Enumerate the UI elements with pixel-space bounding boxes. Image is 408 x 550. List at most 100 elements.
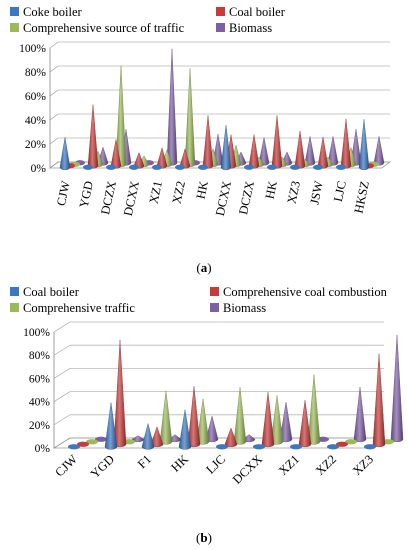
category-label: LJC	[203, 452, 228, 477]
y-tick-label: 80%	[29, 350, 51, 362]
legend-label: Coal boiler	[229, 5, 286, 19]
cone-purple	[390, 334, 404, 443]
category-label: DCZX	[236, 180, 257, 216]
cone-base-blue	[327, 444, 339, 450]
cone-base-blue	[364, 444, 376, 450]
cone-blue	[104, 402, 118, 450]
chart-caption: (a)	[196, 260, 211, 275]
cone-purple	[373, 136, 385, 166]
y-tick-label: 20%	[29, 420, 51, 432]
cone-base-red	[336, 441, 348, 447]
legend-swatch	[210, 303, 219, 312]
cone-green	[233, 387, 247, 445]
cone-base-blue	[216, 444, 228, 450]
category-label: CJW	[52, 452, 80, 480]
cone-base-blue	[244, 164, 254, 170]
cone-base-purple	[95, 436, 107, 442]
gridline-left	[49, 137, 59, 145]
cone-blue	[358, 119, 370, 171]
legend-label: Comprehensive coal combustion	[223, 285, 388, 299]
category-label: JSW	[307, 180, 326, 206]
cone-base-blue	[290, 164, 300, 170]
gridline-left	[49, 89, 59, 97]
cone-base-red	[77, 441, 89, 447]
category-label: DCZX	[98, 180, 119, 216]
cone-blue	[220, 125, 232, 171]
legend-swatch	[216, 23, 225, 32]
cone-green	[307, 374, 321, 445]
category-label: XZ1	[276, 452, 302, 478]
category-label: XZ2	[169, 180, 187, 205]
chart-caption: (b)	[196, 530, 212, 545]
category-label: DCXX	[213, 180, 234, 218]
gridline-left	[53, 414, 71, 426]
cone-base-blue	[175, 164, 185, 170]
cone-red	[248, 134, 260, 169]
category-label: XZ2	[313, 452, 339, 478]
category-label: DCXX	[121, 180, 142, 218]
gridline-left	[49, 41, 59, 49]
category-label: HKSZ	[351, 180, 371, 215]
y-tick-label: 40%	[25, 115, 47, 127]
cone-red	[298, 400, 312, 448]
category-label: DCXX	[230, 452, 265, 487]
y-tick-label: 60%	[25, 91, 47, 103]
cone-green	[159, 390, 173, 445]
cone-red	[261, 392, 275, 448]
legend-swatch	[210, 287, 219, 296]
gridline-left	[53, 344, 71, 356]
category-label: HK	[193, 180, 210, 201]
gridline-left	[53, 368, 71, 379]
cone-base-blue	[68, 444, 80, 450]
cone-red	[294, 130, 306, 169]
chart-a: Coke boiler Coal boiler Comprehensive sour…	[10, 5, 392, 275]
y-tick-label: 20%	[25, 139, 47, 151]
gridline-left	[53, 321, 71, 333]
y-tick-label: 0%	[35, 443, 51, 455]
cone-red	[113, 339, 127, 448]
cone-base-blue	[336, 164, 346, 170]
category-label: LJC	[331, 180, 349, 203]
cone-red	[271, 115, 283, 169]
cone-base-blue	[83, 164, 93, 170]
cone-blue	[178, 409, 192, 450]
legend-label: Biomass	[229, 21, 272, 35]
cone-base-blue	[313, 164, 323, 170]
y-tick-label: 80%	[25, 67, 47, 79]
cone-red	[372, 353, 386, 448]
cone-base-blue	[106, 164, 116, 170]
cone-base-blue	[152, 164, 162, 170]
cone-base-blue	[290, 444, 302, 450]
legend-swatch	[10, 23, 19, 32]
legend-swatch	[216, 7, 225, 16]
category-label: F1	[135, 452, 154, 471]
cone-red	[317, 136, 329, 169]
category-label: YGD	[88, 452, 117, 481]
y-tick-label: 100%	[23, 327, 50, 339]
legend-swatch	[10, 287, 19, 296]
cone-green	[184, 68, 196, 168]
y-tick-label: 40%	[29, 397, 51, 409]
legend-label: Comprehensive source of traffic	[23, 21, 185, 35]
category-label: CJW	[54, 180, 73, 208]
cone-blue	[141, 422, 155, 450]
gridline-left	[49, 65, 59, 73]
legend-swatch	[10, 7, 19, 16]
cone-base-blue	[129, 164, 139, 170]
chart-b: Coal boiler Comprehensive coal combustion…	[10, 285, 404, 545]
category-label: HK	[168, 452, 191, 475]
legend-label: Coal boiler	[23, 285, 80, 299]
cone-red	[187, 386, 201, 448]
y-tick-label: 100%	[19, 43, 46, 55]
cone-base-blue	[253, 444, 265, 450]
gridline-left	[53, 391, 71, 402]
cone-base-green	[345, 439, 357, 445]
cone-base-green	[86, 439, 98, 445]
cone-blue	[59, 137, 71, 171]
y-tick-label: 60%	[29, 373, 51, 385]
cone-red	[202, 115, 214, 169]
legend-label: Coke boiler	[23, 5, 83, 19]
legend-swatch	[10, 303, 19, 312]
category-label: XZ1	[146, 180, 164, 205]
